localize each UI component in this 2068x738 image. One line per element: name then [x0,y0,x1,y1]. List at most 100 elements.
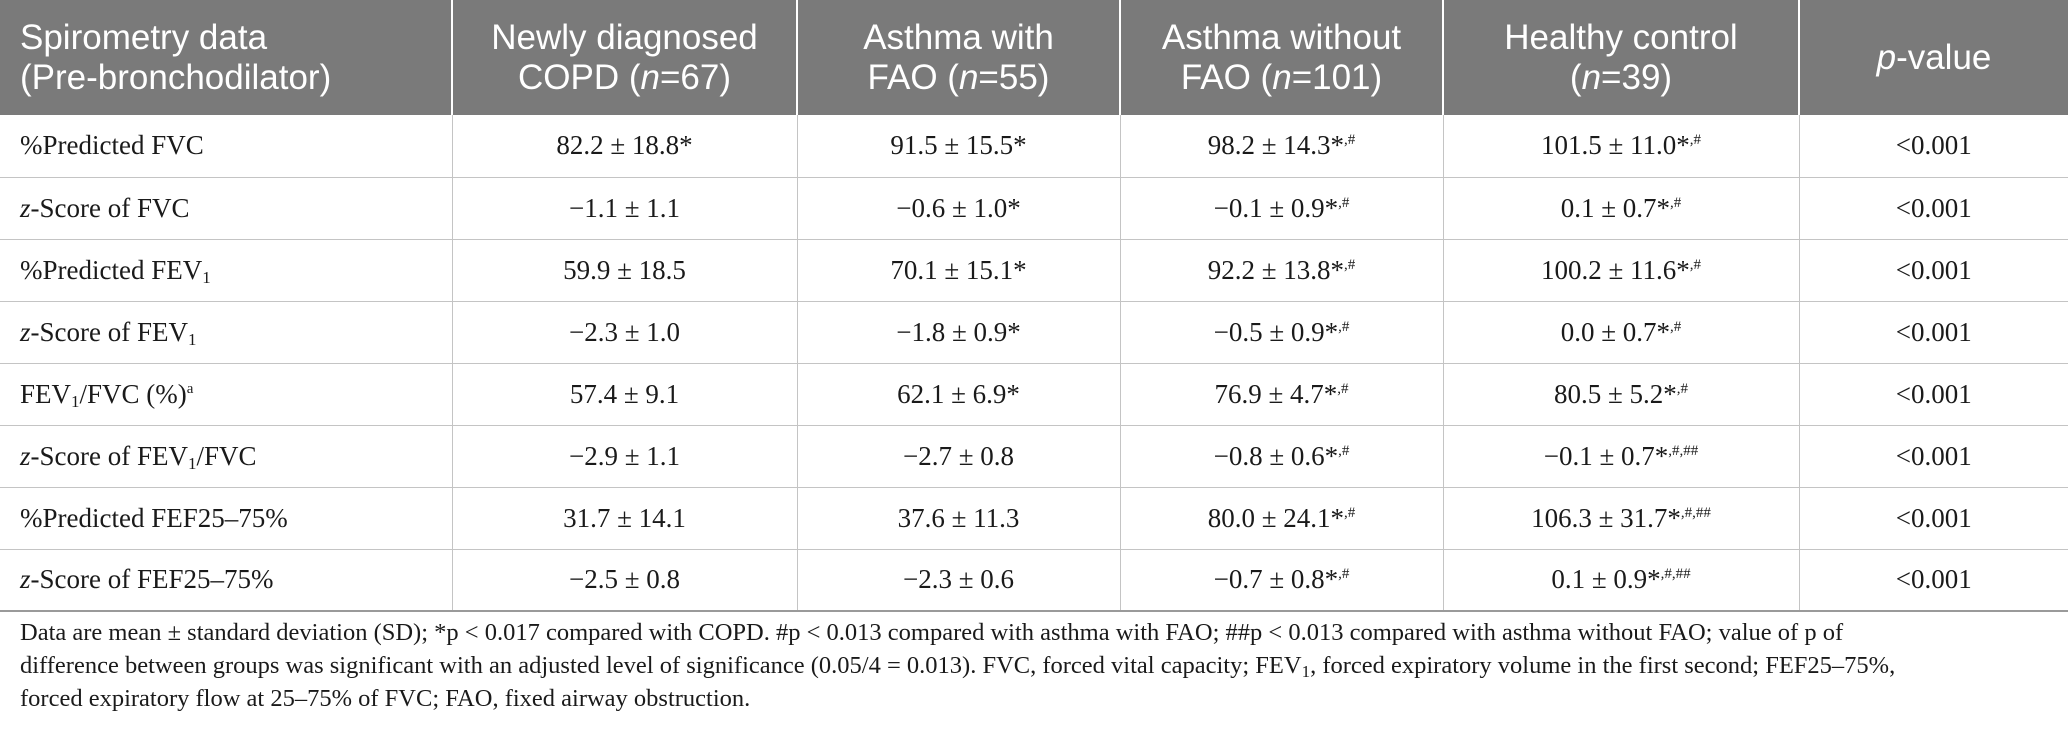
table-cell: −1.1 ± 1.1 [452,177,798,240]
table-cell: <0.001 [1799,239,2068,302]
table-row: %Predicted FEV1 59.9 ± 18.5 70.1 ± 15.1* 92… [0,239,2068,302]
cell-value: 76.9 ± 4.7* [1214,378,1338,409]
cell-superscript: ,# [1689,256,1702,273]
table-cell: <0.001 [1799,425,2068,488]
cell-superscript: ,#,## [1668,442,1699,459]
header-p-value: p-value [1799,0,2068,115]
table-cell: <0.001 [1799,115,2068,178]
row-label: %Predicted FEF25–75% [0,487,453,550]
table-body: %Predicted FVC 82.2 ± 18.8* 91.5 ± 15.5* 98… [0,115,2068,612]
header-line: =101) [1291,57,1383,97]
header-line: Asthma without [1161,17,1402,57]
table-row: FEV1/FVC (%)a 57.4 ± 9.1 62.1 ± 6.9* 76.9 ±… [0,363,2068,426]
cell-value: −1.8 ± 0.9* [896,316,1021,347]
row-label-text: -Score of FEV [30,316,188,347]
header-p-label: p [1876,37,1897,77]
row-label-text: /FVC [196,440,257,471]
row-label-italic: z [20,564,31,595]
table-cell: 0.1 ± 0.7*,# [1443,177,1800,240]
header-spirometry-data: Spirometry data (Pre-bronchodilator) [0,0,453,115]
cell-value: <0.001 [1895,316,1972,347]
table-cell: −2.5 ± 0.8 [452,549,798,612]
cell-superscript: ,# [1338,566,1350,583]
table-cell: −2.3 ± 1.0 [452,301,798,364]
cell-value: 100.2 ± 11.6* [1540,254,1690,285]
cell-value: 82.2 ± 18.8* [556,130,693,161]
table-cell: −0.6 ± 1.0* [797,177,1121,240]
header-line: =67) [659,57,731,97]
table-cell: 59.9 ± 18.5 [452,239,798,302]
cell-superscript: ,# [1344,504,1356,521]
spirometry-table-container: Spirometry data (Pre-bronchodilator) New… [0,0,2068,712]
table-cell: <0.001 [1799,363,2068,426]
table-row: z-Score of FEV1/FVC −2.9 ± 1.1 −2.7 ± 0.8 −… [0,425,2068,488]
table-cell: 80.0 ± 24.1*,# [1120,487,1444,550]
cell-superscript: ,# [1338,442,1350,459]
cell-superscript: ,#,## [1660,566,1691,583]
cell-superscript: ,# [1670,318,1682,335]
table-cell: <0.001 [1799,177,2068,240]
table-cell: <0.001 [1799,487,2068,550]
cell-superscript: ,# [1670,194,1682,211]
cell-value: <0.001 [1895,502,1972,533]
row-label-subscript: 1 [187,329,197,349]
table-cell: 62.1 ± 6.9* [797,363,1121,426]
header-line: (Pre-bronchodilator) [20,57,332,97]
row-label-italic: z [20,440,31,471]
table-cell: 37.6 ± 11.3 [797,487,1121,550]
cell-value: 80.5 ± 5.2* [1553,378,1677,409]
row-label: z-Score of FEV1 [0,301,453,364]
cell-value: 59.9 ± 18.5 [563,254,686,285]
cell-value: <0.001 [1895,192,1972,223]
header-n-label: n [1272,57,1292,97]
row-label-text: -Score of FVC [30,192,190,223]
footnote-line: Data are mean ± standard deviation (SD);… [20,619,1844,646]
cell-value: 91.5 ± 15.5* [890,130,1027,161]
row-label-italic: z [20,192,31,223]
table-cell: −2.3 ± 0.6 [797,549,1121,612]
cell-value: 37.6 ± 11.3 [897,502,1020,533]
table-cell: 31.7 ± 14.1 [452,487,798,550]
header-line: Asthma with [863,17,1054,57]
cell-value: 98.2 ± 14.3* [1207,130,1345,161]
row-label-text: %Predicted FEF25–75% [20,502,288,533]
cell-value: 0.0 ± 0.7* [1560,316,1671,347]
cell-value: −2.3 ± 0.6 [902,564,1015,595]
table-cell: −0.7 ± 0.8*,# [1120,549,1444,612]
cell-value: 92.2 ± 13.8* [1207,254,1345,285]
footnote-text: , forced expiratory volume in the first … [1310,652,1896,679]
table-cell: −2.7 ± 0.8 [797,425,1121,488]
header-line: ( [1569,57,1582,97]
table-row: z-Score of FEF25–75% −2.5 ± 0.8 −2.3 ± 0.6… [0,549,2068,612]
cell-value: 70.1 ± 15.1* [890,254,1027,285]
header-line: COPD ( [518,57,641,97]
cell-value: −0.6 ± 1.0* [896,192,1021,223]
cell-value: 57.4 ± 9.1 [569,378,680,409]
cell-value: −0.1 ± 0.9* [1213,192,1339,223]
header-asthma-without-fao: Asthma without FAO (n=101) [1120,0,1444,115]
row-label: z-Score of FEV1/FVC [0,425,453,488]
row-label-subscript: 1 [202,267,211,287]
row-label: %Predicted FEV1 [0,239,453,302]
row-label-text: /FVC (%) [79,378,187,409]
cell-value: <0.001 [1895,440,1972,471]
footnote-subscript: 1 [1301,662,1311,681]
table-cell: 57.4 ± 9.1 [452,363,798,426]
table-cell: 76.9 ± 4.7*,# [1120,363,1444,426]
table-cell: <0.001 [1799,549,2068,612]
row-label: z-Score of FEF25–75% [0,549,453,612]
header-line: =39) [1601,57,1673,97]
header-line: FAO ( [867,57,959,97]
cell-value: 0.1 ± 0.9* [1551,564,1661,595]
header-line: =55) [978,57,1050,97]
table-cell: −0.1 ± 0.7*,#,## [1443,425,1800,488]
cell-superscript: ,# [1338,318,1350,335]
cell-superscript: ,# [1676,380,1689,397]
cell-value: 106.3 ± 31.7* [1531,502,1681,533]
cell-value: <0.001 [1895,254,1972,285]
row-label-text: %Predicted FVC [20,130,204,161]
table-cell: 92.2 ± 13.8*,# [1120,239,1444,302]
row-label: %Predicted FVC [0,115,453,178]
table-cell: 91.5 ± 15.5* [797,115,1121,178]
table-cell: −2.9 ± 1.1 [452,425,798,488]
